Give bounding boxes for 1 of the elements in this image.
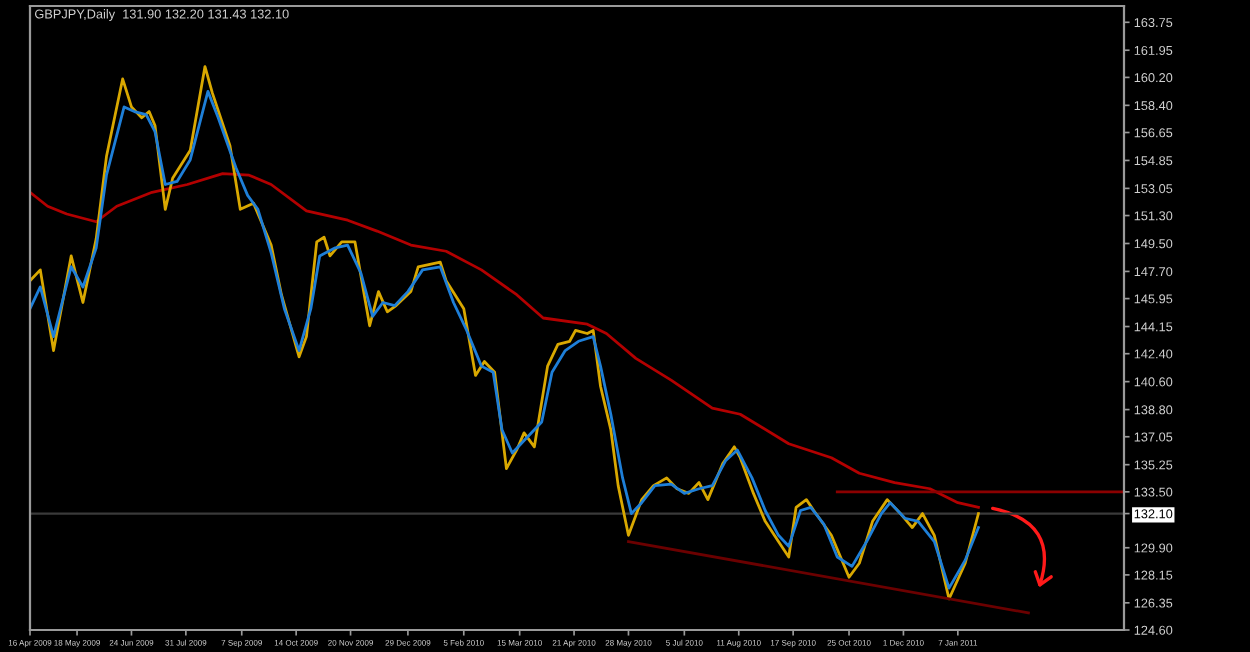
line-series [30, 172, 980, 509]
